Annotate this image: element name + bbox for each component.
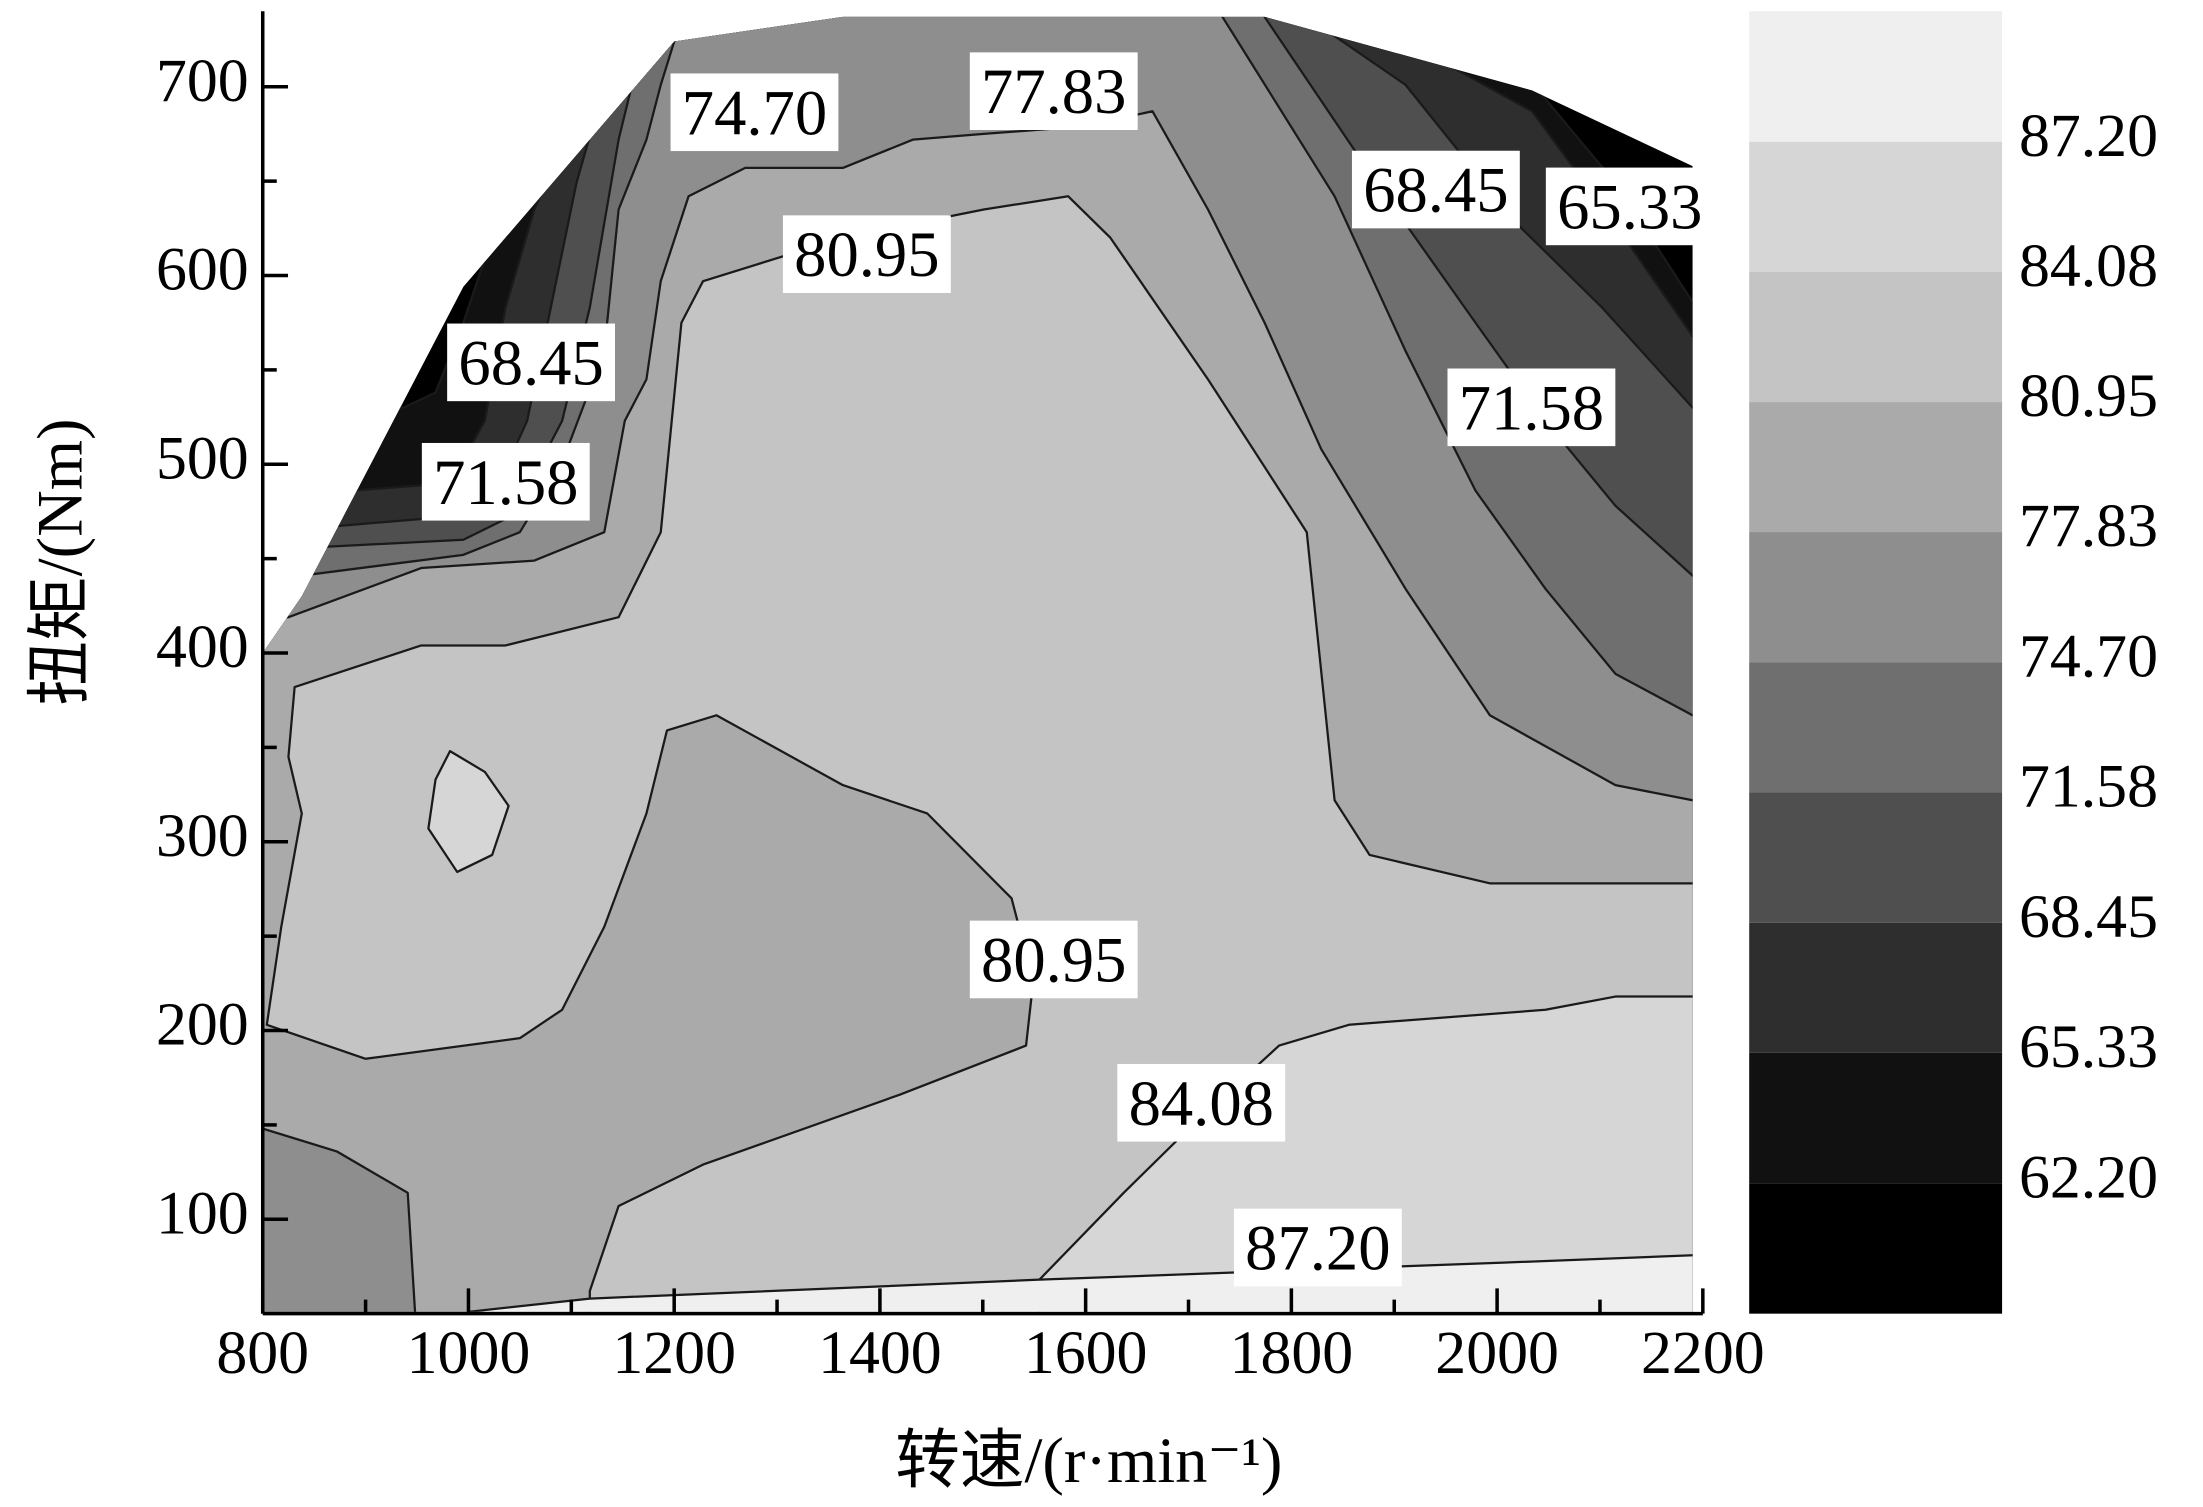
axes: 800 1000 1200 1400 1600 1800 2000 2200 100 200 300…	[156, 11, 1765, 1387]
y-tick-label: 700	[156, 47, 249, 115]
contour-regions	[262, 16, 1693, 1312]
colorbar-band	[1749, 1052, 2003, 1184]
contour-label: 77.83	[981, 55, 1126, 127]
contour-label-box	[969, 920, 1138, 999]
colorbar: 62.20 65.33 68.45 71.58 74.70 77.83 80.95 84.08…	[1749, 11, 2158, 1314]
y-tick-label: 600	[156, 236, 249, 304]
contour-label: 87.20	[1245, 1211, 1390, 1283]
contour-label-box	[1233, 1208, 1402, 1287]
colorbar-label: 80.95	[2019, 362, 2158, 430]
contour-label-box	[969, 52, 1138, 130]
contour-label-box	[782, 215, 951, 293]
contour-label: 68.45	[458, 326, 603, 398]
y-tick-label: 400	[156, 613, 249, 681]
y-tick-label: 100	[156, 1179, 249, 1247]
colorbar-band	[1749, 1183, 2003, 1314]
contour-label-box	[1545, 167, 1714, 246]
contour-label-box	[421, 442, 590, 521]
colorbar-label: 65.33	[2019, 1013, 2158, 1081]
contour-label: 74.70	[682, 76, 827, 148]
y-axis-title: 扭矩/(Nm)	[23, 418, 96, 705]
contour-label: 68.45	[1363, 154, 1508, 226]
colorbar-band	[1749, 141, 2003, 272]
x-tick-label: 1200	[612, 1319, 736, 1387]
contour-label-box	[1447, 368, 1616, 447]
contour-label: 80.95	[981, 923, 1126, 995]
colorbar-label: 71.58	[2019, 753, 2158, 821]
contour-labels: 74.70 77.83 80.95 68.45 71.58 68.45 65.33 71.58…	[421, 52, 1714, 1287]
x-tick-label: 2000	[1435, 1319, 1559, 1387]
y-tick-label: 200	[156, 991, 249, 1059]
colorbar-band	[1749, 662, 2003, 793]
colorbar-band	[1749, 402, 2003, 533]
colorbar-band	[1749, 922, 2003, 1053]
contour-label-box	[1117, 1063, 1286, 1142]
x-tick-label: 1400	[818, 1319, 942, 1387]
contour-label: 80.95	[794, 218, 939, 290]
colorbar-label: 84.08	[2019, 232, 2158, 300]
colorbar-label: 68.45	[2019, 883, 2158, 951]
contour-label-box	[1351, 150, 1520, 229]
colorbar-band	[1749, 532, 2003, 663]
contour-label: 84.08	[1129, 1067, 1274, 1139]
colorbar-label: 87.20	[2019, 102, 2158, 170]
colorbar-label: 74.70	[2019, 623, 2158, 691]
contour-label: 71.58	[1459, 371, 1604, 443]
x-tick-label: 1000	[407, 1319, 531, 1387]
colorbar-label: 62.20	[2019, 1143, 2158, 1211]
contour-region	[467, 1254, 1693, 1312]
contour-label-box	[447, 323, 616, 402]
plot-area	[262, 16, 1693, 1312]
contour-label: 71.58	[433, 446, 578, 518]
contour-label-box	[670, 73, 839, 152]
x-tick-label: 1800	[1230, 1319, 1354, 1387]
x-axis-title: 转速/(r·min⁻¹)	[895, 1424, 1282, 1497]
y-tick-label: 300	[156, 802, 249, 870]
colorbar-band	[1749, 271, 2003, 403]
colorbar-label: 77.83	[2019, 492, 2158, 560]
x-tick-label: 1600	[1024, 1319, 1148, 1387]
x-tick-label: 800	[216, 1319, 309, 1387]
y-tick-label: 500	[156, 424, 249, 492]
contour-label: 65.33	[1557, 170, 1702, 242]
colorbar-band	[1749, 792, 2003, 923]
contour-region	[427, 749, 510, 874]
x-tick-label: 2200	[1641, 1319, 1765, 1387]
colorbar-band	[1749, 11, 2003, 142]
